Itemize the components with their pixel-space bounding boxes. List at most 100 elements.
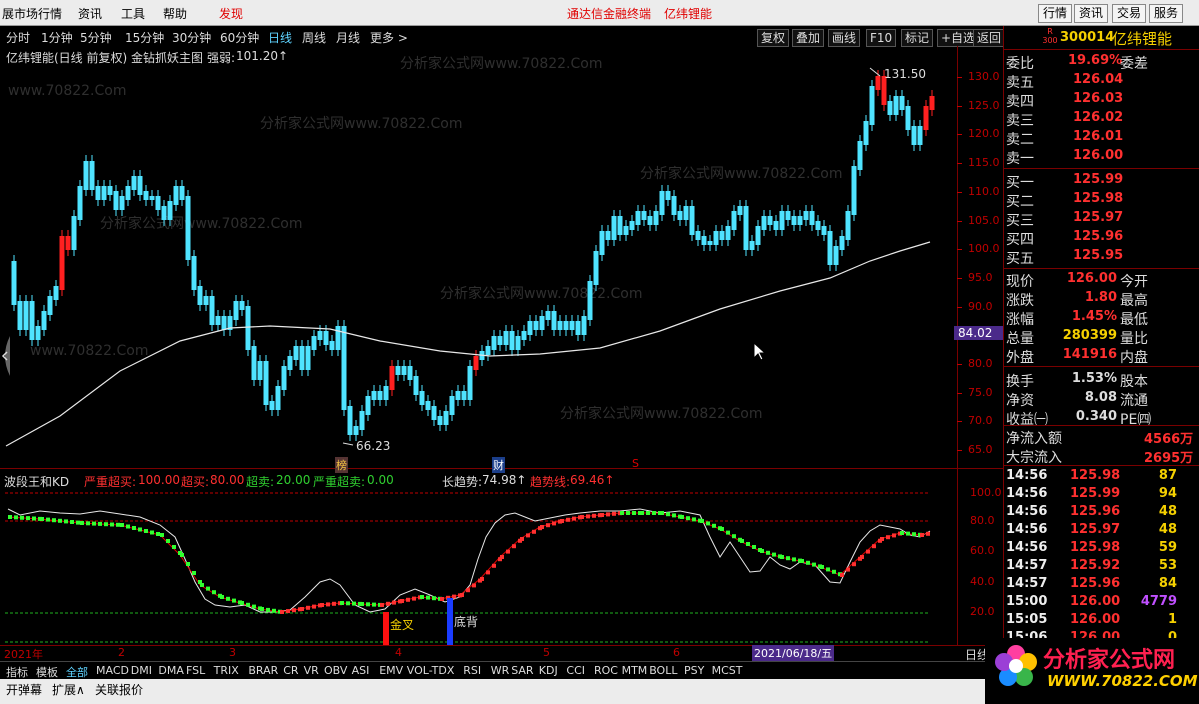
indicator-tab[interactable]: BOLL xyxy=(649,664,678,677)
period-more[interactable]: 更多 > xyxy=(370,31,408,45)
trade-button[interactable]: 交易 xyxy=(1112,4,1147,23)
candle xyxy=(767,210,773,231)
tick-price: 126.00 xyxy=(1070,594,1121,609)
stat-value: 1.80 xyxy=(1084,290,1117,305)
indicator-tab[interactable]: VR xyxy=(303,664,319,677)
bid-price: 125.99 xyxy=(1073,172,1124,187)
candle xyxy=(23,295,29,336)
candle xyxy=(665,185,671,206)
tick-row: 14:56 125.98 87 xyxy=(1004,468,1199,486)
menu-market[interactable]: 展市场行情 xyxy=(2,7,63,21)
candle xyxy=(11,255,17,311)
back-button[interactable]: 返回 xyxy=(973,29,1006,47)
indicator-tick-label: 80.0 xyxy=(970,514,995,527)
indicator-tab[interactable]: RSI xyxy=(463,664,482,677)
indicator-tab[interactable]: WR xyxy=(490,664,510,677)
step-marker xyxy=(772,552,776,557)
flow-row: 大宗流入 2695万 xyxy=(1004,446,1199,466)
tick-volume: 59 xyxy=(1158,540,1177,555)
price-tick xyxy=(957,105,962,107)
candle xyxy=(269,395,275,416)
tick-price: 125.92 xyxy=(1070,558,1121,573)
indicator-tab[interactable]: 模板 xyxy=(36,666,58,679)
mark-button[interactable]: 标记 xyxy=(901,29,934,47)
related-quote-button[interactable]: 关联报价 xyxy=(95,683,144,697)
service-button[interactable]: 服务 xyxy=(1149,4,1184,23)
menu-tools[interactable]: 工具 xyxy=(121,7,146,21)
indicator-tab[interactable]: DMI xyxy=(130,664,153,677)
period-5min[interactable]: 5分钟 xyxy=(80,31,112,45)
finance-badge[interactable]: 财 xyxy=(492,457,505,473)
overlay-button[interactable]: 叠加 xyxy=(792,29,825,47)
indicator-tab[interactable]: OBV xyxy=(324,664,348,677)
ask-row[interactable]: 卖四 126.03 xyxy=(1004,90,1199,110)
period-15min[interactable]: 15分钟 xyxy=(125,31,165,45)
news-button[interactable]: 资讯 xyxy=(1074,4,1109,23)
bid-row[interactable]: 买五 125.95 xyxy=(1004,247,1199,267)
step-marker xyxy=(352,601,356,606)
candle xyxy=(131,170,137,196)
expand-toggle[interactable]: 扩展∧ xyxy=(52,683,85,697)
quote-button[interactable]: 行情 xyxy=(1038,4,1073,23)
indicator-tab[interactable]: TRIX xyxy=(213,664,239,677)
indicator-tab[interactable]: CCI xyxy=(566,664,585,677)
indicator-tab[interactable]: MACD xyxy=(96,664,129,677)
period-daily[interactable]: 日线 xyxy=(268,31,293,45)
bid-row[interactable]: 买一 125.99 xyxy=(1004,171,1199,191)
indicator-tab[interactable]: SAR xyxy=(511,664,534,677)
indicator-tab[interactable]: VOL-TDX xyxy=(406,664,455,677)
danmaku-toggle[interactable]: 开弹幕 xyxy=(6,683,43,697)
ask-row[interactable]: 卖二 126.01 xyxy=(1004,128,1199,148)
menu-help[interactable]: 帮助 xyxy=(163,7,188,21)
bid-row[interactable]: 买四 125.96 xyxy=(1004,228,1199,248)
bid-row[interactable]: 买二 125.98 xyxy=(1004,190,1199,210)
s-badge[interactable]: S xyxy=(632,457,639,470)
indicator-tab[interactable]: KDJ xyxy=(538,664,558,677)
step-marker xyxy=(156,532,160,536)
rank-badge[interactable]: 榜 xyxy=(335,457,348,473)
period-30min[interactable]: 30分钟 xyxy=(172,31,212,45)
period-60min[interactable]: 60分钟 xyxy=(220,31,260,45)
bid-row[interactable]: 买三 125.97 xyxy=(1004,209,1199,229)
draw-button[interactable]: 画线 xyxy=(828,29,861,47)
stat-label: 现价 xyxy=(1006,274,1034,290)
candle xyxy=(557,315,563,336)
add-watchlist-button[interactable]: +自选 xyxy=(937,29,980,47)
f10-button[interactable]: F10 xyxy=(866,29,897,47)
step-marker xyxy=(460,593,464,597)
stat-row: 涨跌 1.80 最高 xyxy=(1004,289,1199,309)
period-weekly[interactable]: 周线 xyxy=(302,31,327,45)
indicator-tab[interactable]: FSL xyxy=(186,664,206,677)
indicator-tab[interactable]: ROC xyxy=(594,664,618,677)
indicator-chart[interactable] xyxy=(0,487,957,645)
indicator-tab[interactable]: 全部 xyxy=(66,666,88,679)
indicator-tab[interactable]: DMA xyxy=(158,664,184,677)
menu-discover[interactable]: 发现 xyxy=(219,7,244,21)
period-monthly[interactable]: 月线 xyxy=(336,31,361,45)
candlestick-chart[interactable] xyxy=(0,46,957,468)
candle xyxy=(407,360,413,386)
expand-left-handle[interactable] xyxy=(0,336,10,376)
strength-label: 强弱: xyxy=(207,51,236,65)
step-marker xyxy=(86,521,90,526)
indicator-tab[interactable]: 指标 xyxy=(6,666,28,679)
ask-row[interactable]: 卖五 126.04 xyxy=(1004,71,1199,91)
watermark: 分析家公式网www.70822.Com xyxy=(560,406,763,422)
stat-value: 280399 xyxy=(1062,328,1117,343)
indicator-tab[interactable]: CR xyxy=(283,664,299,677)
indicator-tab[interactable]: BRAR xyxy=(248,664,279,677)
ask-row[interactable]: 卖三 126.02 xyxy=(1004,109,1199,129)
candle xyxy=(791,210,797,231)
adjust-button[interactable]: 复权 xyxy=(757,29,790,47)
indicator-tab[interactable]: MCST xyxy=(711,664,743,677)
indicator-tab[interactable]: ASI xyxy=(351,664,370,677)
period-intraday[interactable]: 分时 xyxy=(6,31,31,45)
indicator-tab[interactable]: PSY xyxy=(684,664,705,677)
tick-volume: 0 xyxy=(1168,630,1177,645)
period-1min[interactable]: 1分钟 xyxy=(41,31,73,45)
indicator-tab[interactable]: EMV xyxy=(379,664,404,677)
indicator-tab[interactable]: MTM xyxy=(621,664,648,677)
ask-row[interactable]: 卖一 126.00 xyxy=(1004,147,1199,167)
menu-news[interactable]: 资讯 xyxy=(78,7,103,21)
price-tick xyxy=(957,306,962,308)
